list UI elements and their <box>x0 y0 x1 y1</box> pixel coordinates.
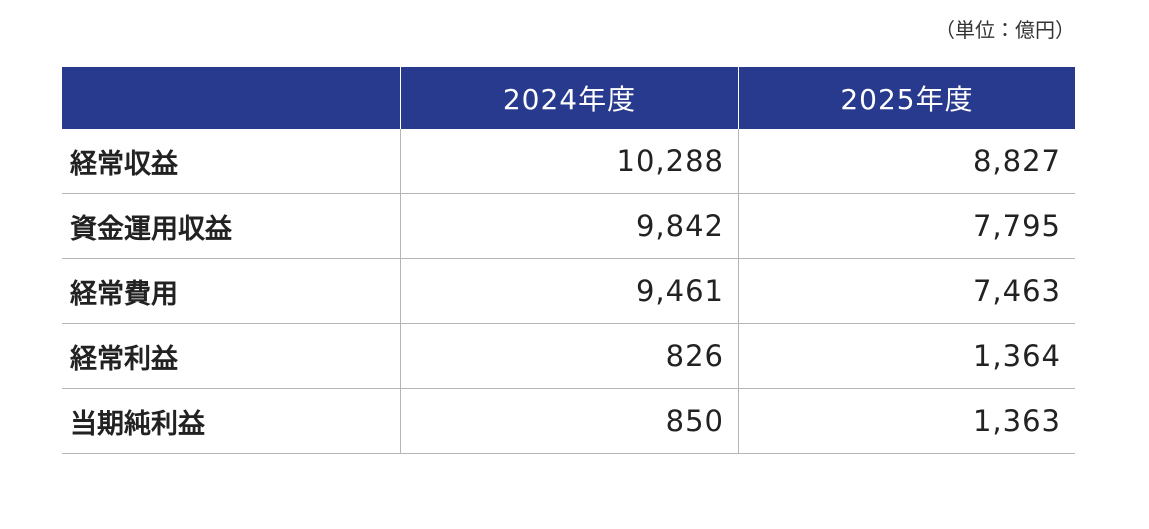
row-label: 資金運用収益 <box>70 213 232 245</box>
table-row: 経常利益 826 1,364 <box>62 324 1075 389</box>
value-cell: 9,842 <box>400 194 738 258</box>
value-cell: 850 <box>400 389 738 453</box>
value-cell: 10,288 <box>400 129 738 193</box>
header-cell <box>62 67 400 129</box>
row-label: 当期純利益 <box>70 408 205 440</box>
row-label: 経常収益 <box>70 148 178 180</box>
header-cell: 2025年度 <box>738 67 1075 129</box>
value-cell: 1,364 <box>738 324 1075 388</box>
value-cell: 9,461 <box>400 259 738 323</box>
table-row: 経常費用 9,461 7,463 <box>62 259 1075 324</box>
table-row: 経常収益 10,288 8,827 <box>62 129 1075 194</box>
table-row: 資金運用収益 9,842 7,795 <box>62 194 1075 259</box>
unit-label: （単位：億円） <box>935 18 1075 42</box>
row-label: 経常費用 <box>70 278 178 310</box>
table-row: 当期純利益 850 1,363 <box>62 389 1075 454</box>
value-cell: 7,463 <box>738 259 1075 323</box>
value-cell: 1,363 <box>738 389 1075 453</box>
row-label: 経常利益 <box>70 343 178 375</box>
header-cell: 2024年度 <box>400 67 738 129</box>
header-row: 2024年度 2025年度 <box>62 67 1075 129</box>
table: 2024年度 2025年度経常収益 10,288 8,827 資金運用収益 9,842 7,… <box>62 67 1075 454</box>
value-cell: 7,795 <box>738 194 1075 258</box>
value-cell: 8,827 <box>738 129 1075 193</box>
value-cell: 826 <box>400 324 738 388</box>
